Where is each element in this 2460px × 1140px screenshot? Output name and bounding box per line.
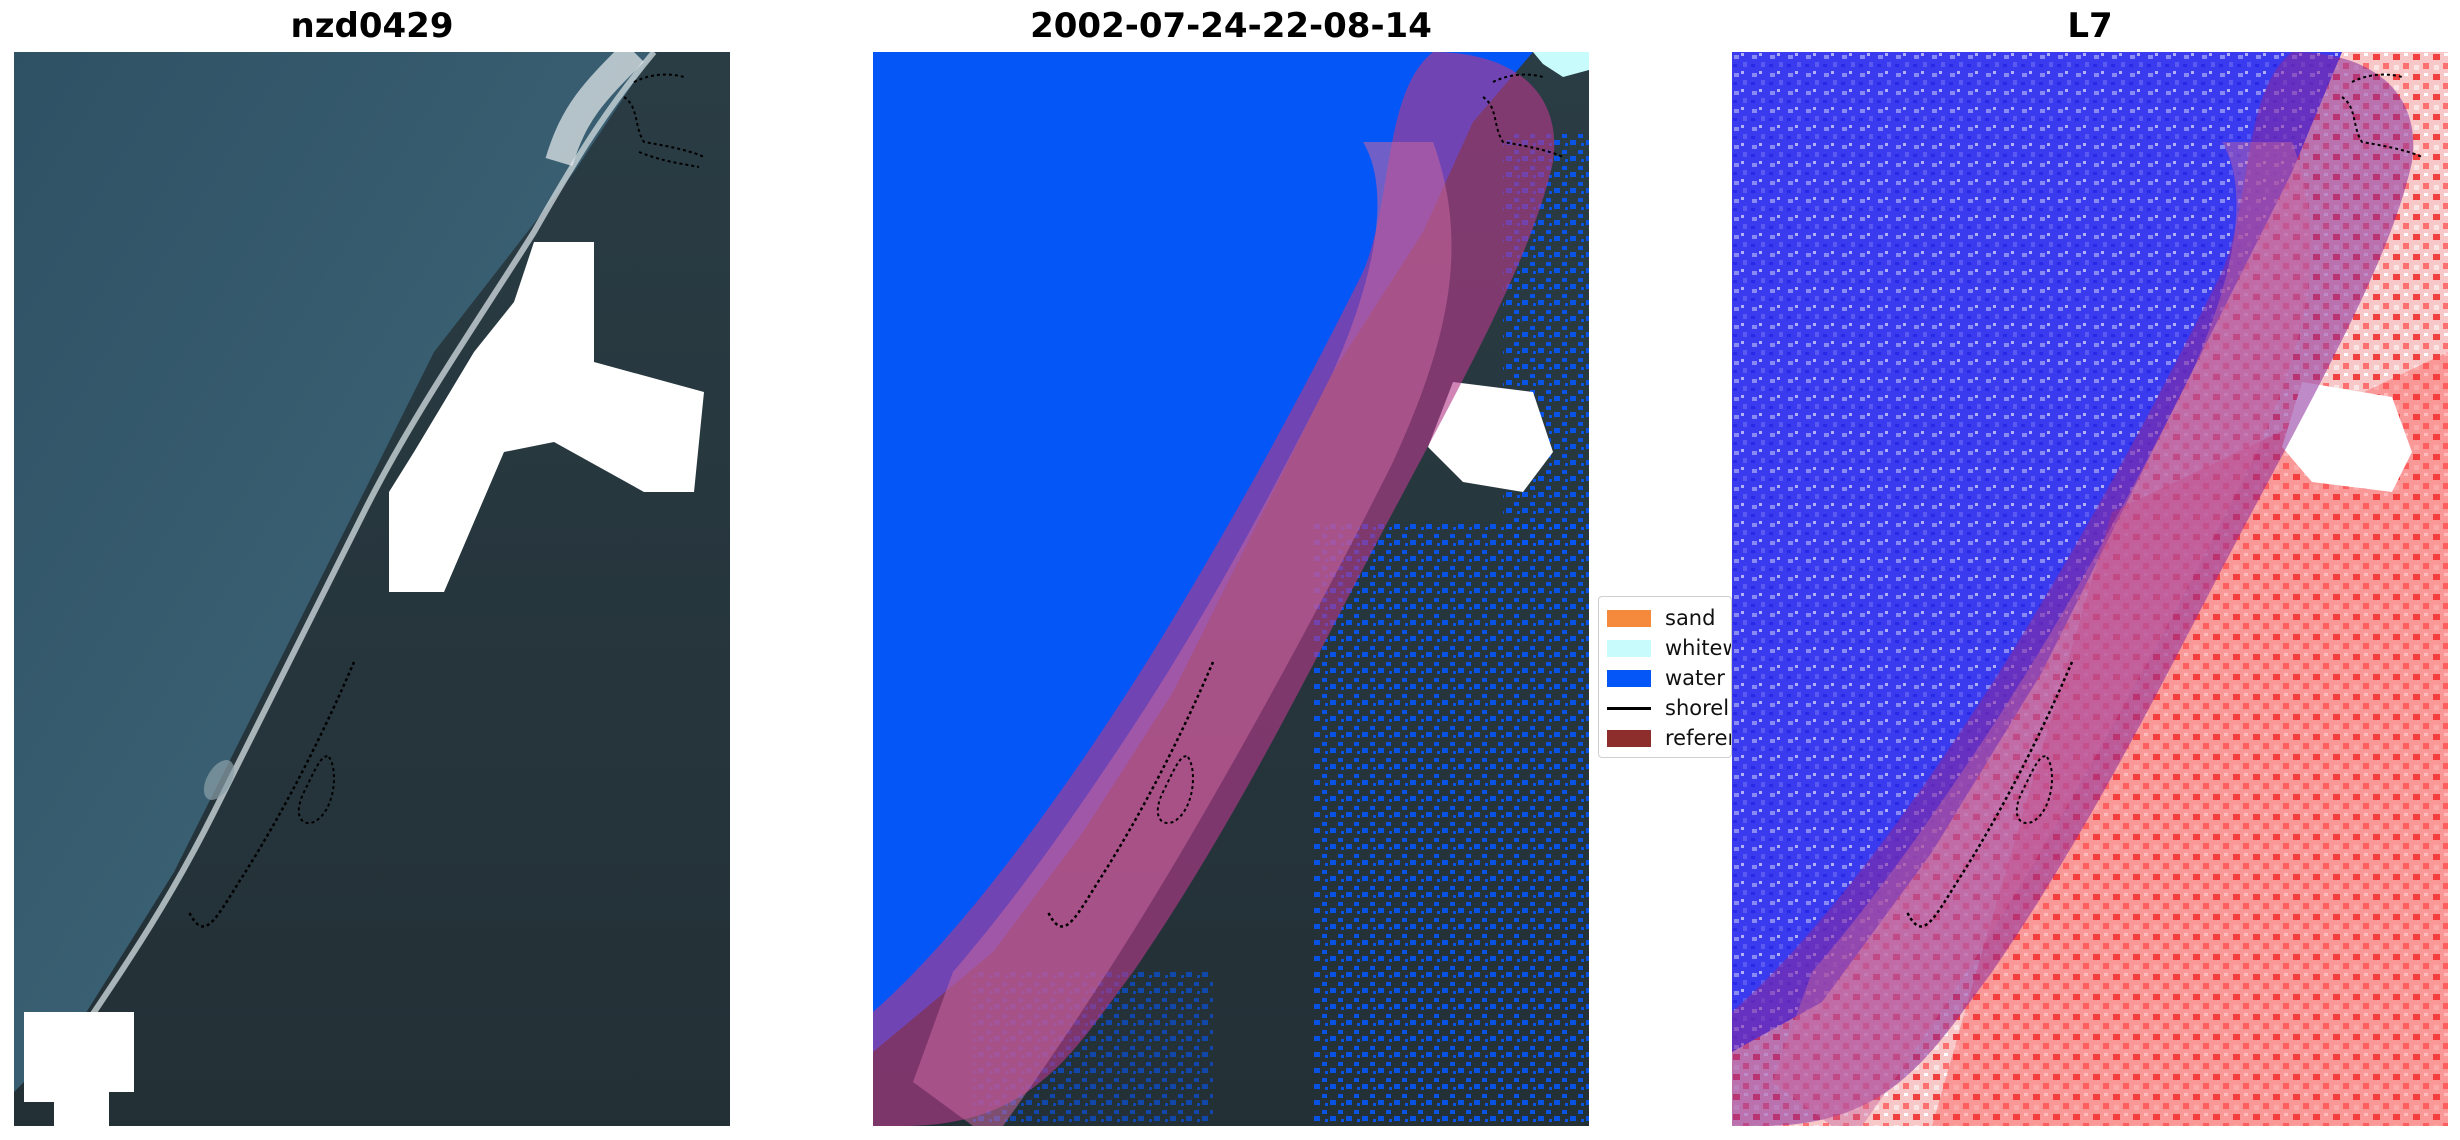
- shoreline: [1046, 661, 1215, 928]
- legend-item-shoreline: shorel: [1607, 693, 1729, 723]
- panel-title-rgb: nzd0429: [290, 6, 454, 46]
- legend-label: referen: [1665, 726, 1731, 750]
- panel-title-index: L7: [2067, 6, 2113, 46]
- cloud-mask: [389, 242, 704, 592]
- panel-title-classification: 2002-07-24-22-08-14: [1030, 6, 1432, 46]
- surf-line: [71, 52, 657, 1044]
- classification-panel: [873, 52, 1589, 1126]
- legend-swatch-reference: [1607, 729, 1651, 747]
- cloud-mask-sw: [24, 1012, 134, 1126]
- rgb-image-panel: [14, 52, 730, 1126]
- legend-swatch-whitewater: [1607, 639, 1651, 657]
- legend-swatch-water: [1607, 669, 1651, 687]
- cloud-mask: [1428, 382, 1553, 492]
- shoreline: [187, 661, 356, 928]
- cloud-mask: [2282, 382, 2412, 492]
- legend-swatch-sand: [1607, 609, 1651, 627]
- legend-label: sand: [1665, 606, 1716, 630]
- legend-line-shoreline: [1607, 706, 1651, 710]
- legend-item-water: water: [1607, 663, 1725, 693]
- legend-item-sand: sand: [1607, 603, 1715, 633]
- legend-label: shorel: [1665, 696, 1730, 720]
- whitewater-class: [1533, 52, 1589, 77]
- legend-item-reference: referen: [1607, 723, 1731, 753]
- index-negative-area: [1732, 52, 2342, 1052]
- index-panel: [1732, 52, 2448, 1126]
- reference-buffer: [1732, 52, 2414, 1126]
- shoreline: [1905, 661, 2074, 928]
- ocean-area: [14, 52, 654, 1092]
- legend-label: water: [1665, 666, 1725, 690]
